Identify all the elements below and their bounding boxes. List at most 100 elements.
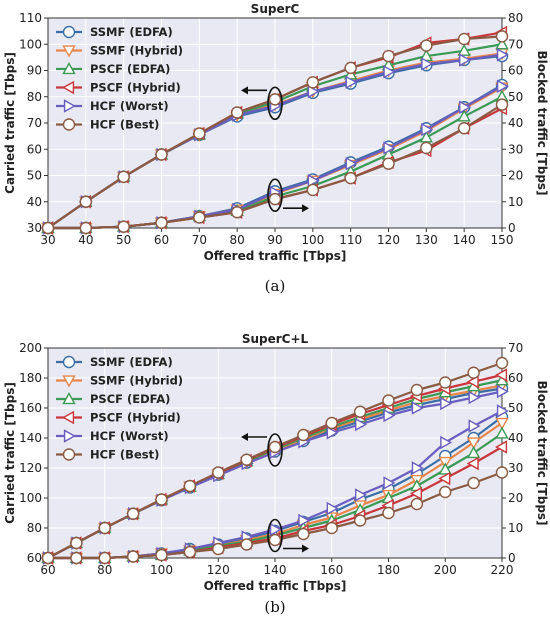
y-axis-label: Carried traffic [Tbps] xyxy=(3,52,17,194)
carried-point-hcf-best xyxy=(382,49,395,63)
blocked-point-pscf-hybrid xyxy=(409,486,422,501)
blocked-point-hcf-best xyxy=(41,221,55,235)
x-tick-label: 200 xyxy=(434,563,457,577)
carried-point-hcf-best xyxy=(382,394,395,407)
carried-point-hcf-worst xyxy=(355,417,368,432)
carried-point-hcf-best xyxy=(495,30,509,43)
carried-point-hcf-best xyxy=(230,106,244,119)
carried-point-hcf-best xyxy=(457,32,471,46)
carried-point-hcf-best xyxy=(297,428,310,442)
legend-label-hcf-best: HCF (Best) xyxy=(90,118,159,132)
carried-point-hcf-best xyxy=(325,416,338,430)
blocked-point-hcf-best xyxy=(117,220,130,233)
y2-tick-label: 40 xyxy=(508,116,523,130)
x-tick-label: 60 xyxy=(154,233,169,247)
carried-point-hcf-worst xyxy=(345,75,358,90)
chart-superc: SuperC 30 40 50 60 70 80 90 100 110 120 130 140 150 30… xyxy=(0,0,550,270)
y-tick-label: 160 xyxy=(19,401,42,415)
caption-a: (a) xyxy=(264,277,286,295)
blocked-point-hcf-best xyxy=(41,551,55,565)
blocked-point-hcf-worst xyxy=(383,476,396,490)
carried-point-pscf-hybrid xyxy=(495,368,508,382)
y2-tick-label: 30 xyxy=(508,461,523,475)
y-axis-label: Carried traffic [Tbps] xyxy=(3,382,17,524)
y-tick-label: 200 xyxy=(19,341,42,355)
blocked-point-ssmf-hybrid xyxy=(495,417,509,430)
y2-tick-label: 40 xyxy=(508,431,523,445)
x-tick-label: 140 xyxy=(453,233,476,247)
blocked-point-hcf-worst xyxy=(411,461,424,475)
blocked-point-hcf-worst xyxy=(383,141,396,155)
y2-tick-label: 70 xyxy=(508,341,523,355)
annotation-ellipse-blocked xyxy=(267,178,283,212)
chart-title: SuperC+L xyxy=(242,332,309,346)
carried-point-hcf-best xyxy=(126,507,140,520)
blocked-point-hcf-worst xyxy=(459,100,472,114)
carried-point-hcf-worst xyxy=(326,426,339,440)
legend-label-ssmf-hybrid: SSMF (Hybrid) xyxy=(90,374,183,388)
blocked-point-hcf-best xyxy=(183,545,197,559)
y-tick-label: 80 xyxy=(27,90,42,104)
y-tick-label: 100 xyxy=(19,491,42,505)
blocked-point-hcf-best xyxy=(467,476,480,490)
carried-point-hcf-best xyxy=(344,61,357,75)
y2-tick-label: 50 xyxy=(508,401,523,415)
blocked-point-hcf-worst xyxy=(421,122,434,137)
carried-point-hcf-best xyxy=(306,76,320,89)
carried-point-hcf-best xyxy=(155,493,168,506)
blocked-point-hcf-worst xyxy=(355,488,368,502)
blocked-point-hcf-worst xyxy=(345,156,358,171)
legend-label-ssmf-edfa: SSMF (EDFA) xyxy=(90,355,173,369)
legend-label-pscf-edfa: PSCF (EDFA) xyxy=(90,392,170,406)
y-tick-label: 180 xyxy=(19,371,42,385)
blocked-point-pscf-edfa xyxy=(438,462,452,475)
carried-point-hcf-worst xyxy=(468,390,481,405)
blocked-point-pscf-edfa xyxy=(466,446,481,459)
x-tick-label: 130 xyxy=(415,233,438,247)
legend-label-pscf-hybrid: PSCF (Hybrid) xyxy=(90,81,181,95)
legend-label-ssmf-hybrid: SSMF (Hybrid) xyxy=(90,44,183,58)
carried-point-hcf-best xyxy=(79,195,93,208)
blocked-point-hcf-best xyxy=(439,485,452,499)
blocked-point-hcf-best xyxy=(126,550,140,563)
carried-point-hcf-best xyxy=(410,383,424,397)
blocked-point-hcf-best xyxy=(457,122,471,135)
y2-tick-label: 10 xyxy=(508,195,523,209)
legend-label-hcf-worst: HCF (Worst) xyxy=(90,99,169,113)
legend-marker-pscf-hybrid xyxy=(62,410,75,425)
chart-superc-l: SuperC+L 60 80 100 120 140 160 180 200 220 60 80 100… xyxy=(0,330,550,600)
carried-point-hcf-best xyxy=(70,536,83,550)
legend-marker-hcf-worst xyxy=(63,429,76,443)
x-tick-label: 100 xyxy=(301,233,324,247)
blocked-point-hcf-best xyxy=(230,206,244,219)
annotation-ellipse-carried xyxy=(267,86,283,121)
blocked-point-ssmf-hybrid xyxy=(438,456,452,469)
blocked-point-ssmf-hybrid xyxy=(466,437,481,450)
x-tick-label: 80 xyxy=(230,233,245,247)
caption-b: (b) xyxy=(264,598,286,616)
legend-label-hcf-best: HCF (Best) xyxy=(90,448,159,462)
y-tick-label: 80 xyxy=(27,521,42,535)
blocked-point-hcf-best xyxy=(382,157,395,170)
chart-title: SuperC xyxy=(251,2,300,16)
blocked-point-hcf-best xyxy=(420,141,433,155)
legend: SSMF (EDFA) SSMF (Hybrid) PSCF (EDFA) PSCF … xyxy=(56,25,183,132)
legend-marker-hcf-best xyxy=(62,448,76,461)
y2-tick-label: 20 xyxy=(508,491,523,505)
blocked-point-hcf-best xyxy=(410,497,424,511)
x-tick-label: 120 xyxy=(207,563,230,577)
blocked-point-hcf-best xyxy=(382,506,395,520)
legend-marker-hcf-worst xyxy=(63,99,76,113)
y2-tick-label: 10 xyxy=(508,521,523,535)
x-tick-label: 120 xyxy=(377,233,400,247)
blocked-point-hcf-best xyxy=(98,551,111,565)
x-tick-label: 100 xyxy=(150,563,173,577)
y2-tick-label: 30 xyxy=(508,142,523,156)
carried-point-pscf-edfa xyxy=(495,37,509,50)
y-tick-label: 60 xyxy=(27,551,42,565)
x-tick-label: 40 xyxy=(78,233,93,247)
carried-point-hcf-worst xyxy=(496,48,509,62)
legend-marker-ssmf-edfa xyxy=(62,25,76,39)
blocked-point-hcf-best xyxy=(268,533,282,547)
blocked-point-hcf-best xyxy=(306,183,320,197)
